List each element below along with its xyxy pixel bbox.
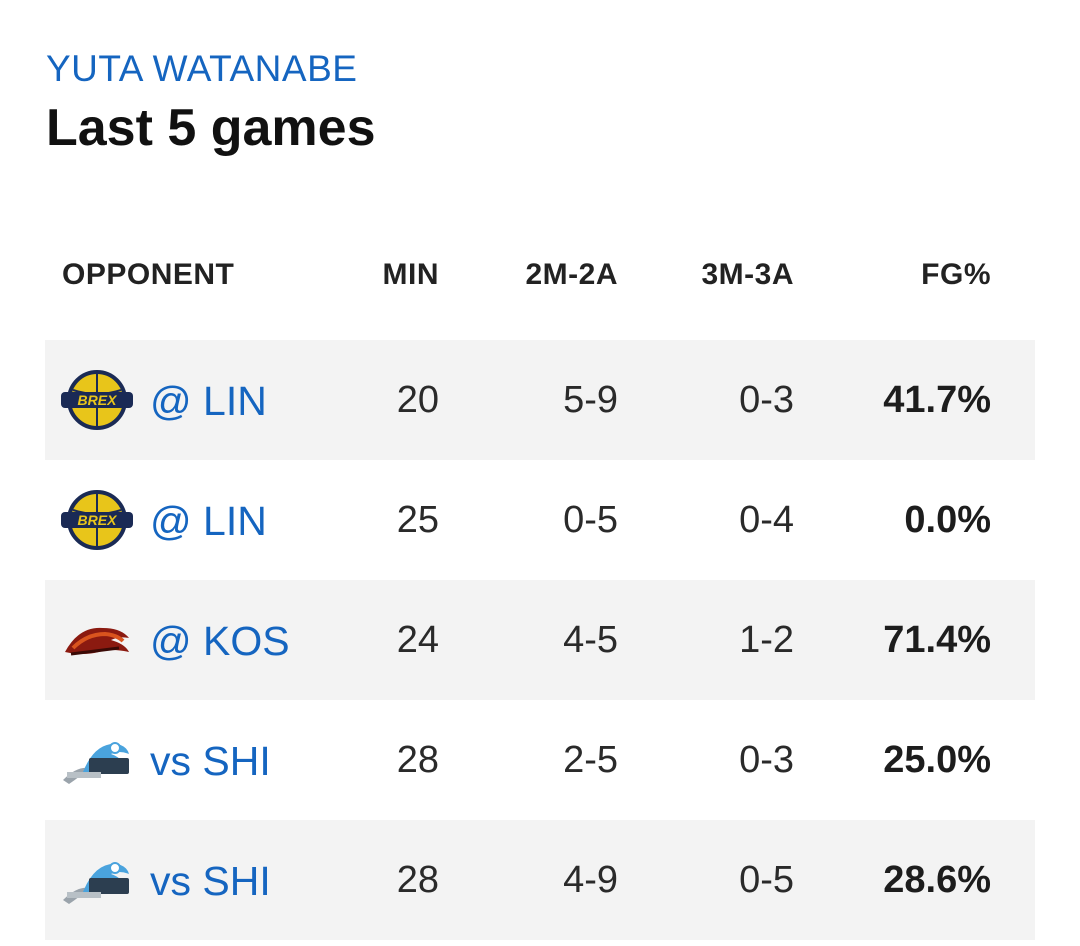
table-row[interactable]: vs SHI 28 2-5 0-3 25.0%	[45, 700, 1035, 820]
fg-pct-value: 0.0%	[904, 499, 991, 541]
minutes-value: 28	[396, 859, 439, 901]
minutes-value: 25	[396, 499, 439, 541]
shiga-lakes-logo	[59, 848, 135, 912]
three-point-value: 1-2	[739, 619, 794, 661]
minutes-value: 24	[396, 619, 439, 661]
minutes-value: 28	[396, 739, 439, 781]
player-name: YUTA WATANABE	[46, 48, 358, 89]
shiga-lakes-logo	[59, 728, 135, 792]
two-point-value: 4-5	[563, 619, 618, 661]
fg-pct-value: 41.7%	[883, 379, 991, 421]
opponent-link[interactable]: @ KOS	[150, 618, 290, 664]
opponent-link[interactable]: @ LIN	[150, 498, 267, 544]
games-table: BREX @ LIN 20 5-9 0-3 41.7% BREX @ LIN 2…	[45, 340, 1035, 940]
two-point-value: 5-9	[563, 379, 618, 421]
utsunomiya-brex-logo: BREX	[59, 368, 135, 432]
table-header: OPPONENT MIN 2M-2A 3M-3A FG%	[0, 258, 1080, 302]
three-point-value: 0-5	[739, 859, 794, 901]
column-header-2m-2a: 2M-2A	[525, 258, 618, 291]
table-row[interactable]: @ KOS 24 4-5 1-2 71.4%	[45, 580, 1035, 700]
three-point-value: 0-4	[739, 499, 794, 541]
table-row[interactable]: vs SHI 28 4-9 0-5 28.6%	[45, 820, 1035, 940]
three-point-value: 0-3	[739, 379, 794, 421]
column-header-fg-pct: FG%	[921, 258, 991, 291]
opponent-link[interactable]: @ LIN	[150, 378, 267, 424]
opponent-link[interactable]: vs SHI	[150, 858, 271, 904]
fg-pct-value: 71.4%	[883, 619, 991, 661]
three-point-value: 0-3	[739, 739, 794, 781]
column-header-min: MIN	[382, 258, 439, 291]
column-header-opponent: OPPONENT	[62, 258, 235, 291]
alvark-logo	[59, 608, 135, 672]
minutes-value: 20	[396, 379, 439, 421]
page-title: Last 5 games	[46, 99, 376, 157]
utsunomiya-brex-logo: BREX	[59, 488, 135, 552]
table-row[interactable]: BREX @ LIN 20 5-9 0-3 41.7%	[45, 340, 1035, 460]
svg-text:BREX: BREX	[78, 392, 119, 408]
two-point-value: 0-5	[563, 499, 618, 541]
table-row[interactable]: BREX @ LIN 25 0-5 0-4 0.0%	[45, 460, 1035, 580]
two-point-value: 2-5	[563, 739, 618, 781]
svg-text:BREX: BREX	[78, 512, 119, 528]
fg-pct-value: 25.0%	[883, 739, 991, 781]
fg-pct-value: 28.6%	[883, 859, 991, 901]
column-header-3m-3a: 3M-3A	[701, 258, 794, 291]
opponent-link[interactable]: vs SHI	[150, 738, 271, 784]
two-point-value: 4-9	[563, 859, 618, 901]
